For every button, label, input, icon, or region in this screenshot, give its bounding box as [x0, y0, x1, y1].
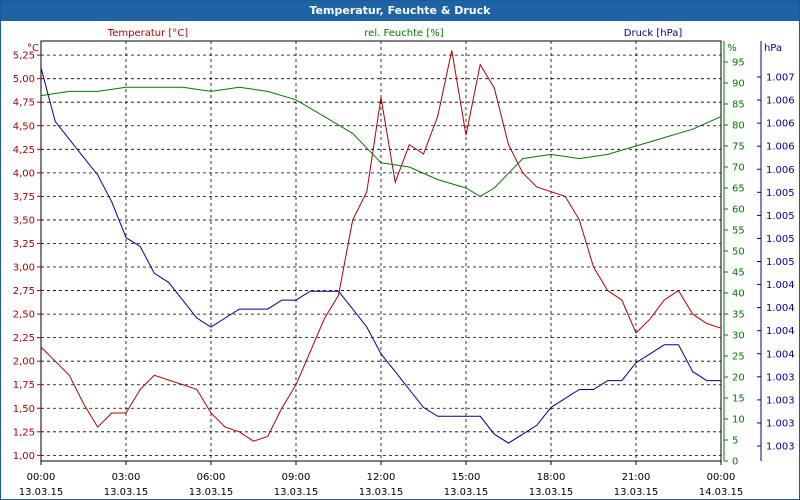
humidity-tick-label: 95: [732, 58, 745, 69]
pressure-tick-label: 1.004: [766, 326, 795, 337]
temperature-tick-label: 4,00: [13, 168, 35, 179]
x-tick-label-date: 13.03.15: [104, 487, 149, 498]
pressure-tick-label: 1.004: [766, 303, 795, 314]
x-tick-label-time: 00:00: [707, 472, 736, 483]
temperature-tick-label: 5,25: [13, 51, 35, 62]
temperature-tick-label: 4,75: [13, 98, 35, 109]
pressure-tick-label: 1.005: [766, 257, 795, 268]
temperature-tick-label: 4,50: [13, 121, 35, 132]
temperature-tick-label: 3,25: [13, 239, 35, 250]
pressure-tick-label: 1.006: [766, 96, 795, 107]
x-tick-label-date: 13.03.15: [274, 487, 319, 498]
x-tick-label-time: 18:00: [537, 472, 566, 483]
pressure-tick-label: 1.003: [766, 395, 795, 406]
x-tick-label-date: 13.03.15: [19, 487, 64, 498]
pressure-tick-label: 1.003: [766, 418, 795, 429]
temperature-tick-label: 2,25: [13, 333, 35, 344]
humidity-unit-label: %: [727, 43, 737, 54]
pressure-axis-label: Druck [hPa]: [624, 28, 683, 39]
temperature-tick-label: 1,25: [13, 427, 35, 438]
x-tick-label-time: 06:00: [197, 472, 226, 483]
humidity-tick-label: 25: [732, 352, 745, 363]
x-tick-label-time: 15:00: [452, 472, 481, 483]
pressure-tick-label: 1.006: [766, 142, 795, 153]
temperature-unit-label: °C: [27, 43, 39, 54]
x-tick-label-date: 13.03.15: [529, 487, 574, 498]
pressure-line: [40, 67, 721, 444]
pressure-tick-label: 1.003: [766, 372, 795, 383]
humidity-tick-label: 75: [732, 142, 745, 153]
temperature-tick-label: 2,50: [13, 310, 35, 321]
pressure-tick-label: 1.005: [766, 234, 795, 245]
pressure-tick-label: 1.006: [766, 119, 795, 130]
pressure-unit-label: hPa: [764, 43, 782, 54]
x-tick-label-date: 13.03.15: [614, 487, 659, 498]
pressure-tick-label: 1.007: [766, 73, 795, 84]
humidity-tick-label: 15: [732, 394, 745, 405]
pressure-tick-label: 1.005: [766, 211, 795, 222]
x-tick-label-time: 09:00: [282, 472, 311, 483]
humidity-tick-label: 85: [732, 100, 745, 111]
pressure-tick-label: 1.004: [766, 349, 795, 360]
humidity-tick-label: 50: [732, 247, 745, 258]
x-tick-label-date: 13.03.15: [359, 487, 404, 498]
x-tick-label-date: 14.03.15: [699, 487, 744, 498]
temperature-tick-label: 1,00: [13, 451, 35, 462]
x-tick-label-time: 21:00: [622, 472, 651, 483]
humidity-tick-label: 30: [732, 331, 745, 342]
humidity-tick-label: 80: [732, 121, 745, 132]
temperature-tick-label: 3,50: [13, 215, 35, 226]
humidity-tick-label: 0: [732, 457, 738, 468]
temperature-tick-label: 1,75: [13, 380, 35, 391]
temperature-tick-label: 1,50: [13, 404, 35, 415]
humidity-tick-label: 10: [732, 415, 745, 426]
pressure-tick-label: 1.004: [766, 280, 795, 291]
x-tick-label-time: 03:00: [112, 472, 141, 483]
humidity-tick-label: 5: [732, 436, 738, 447]
temperature-tick-label: 5,00: [13, 74, 35, 85]
temperature-tick-label: 3,75: [13, 192, 35, 203]
humidity-tick-label: 70: [732, 163, 745, 174]
humidity-tick-label: 35: [732, 310, 745, 321]
humidity-tick-label: 65: [732, 184, 745, 195]
humidity-tick-label: 20: [732, 373, 745, 384]
humidity-tick-label: 40: [732, 289, 745, 300]
x-tick-label-time: 12:00: [367, 472, 396, 483]
humidity-tick-label: 60: [732, 205, 745, 216]
pressure-tick-label: 1.003: [766, 442, 795, 453]
pressure-tick-label: 1.006: [766, 165, 795, 176]
temperature-line: [40, 50, 722, 442]
temperature-tick-label: 2,75: [13, 286, 35, 297]
x-tick-label-time: 00:00: [27, 472, 56, 483]
x-tick-label-date: 13.03.15: [444, 487, 489, 498]
humidity-tick-label: 90: [732, 79, 745, 90]
humidity-tick-label: 55: [732, 226, 745, 237]
temperature-tick-label: 2,00: [13, 357, 35, 368]
window-title: Temperatur, Feuchte & Druck: [1, 1, 799, 21]
x-tick-label-date: 13.03.15: [189, 487, 234, 498]
humidity-tick-label: 45: [732, 268, 745, 279]
humidity-axis-label: rel. Feuchte [%]: [364, 28, 443, 39]
pressure-tick-label: 1.005: [766, 188, 795, 199]
temperature-tick-label: 3,00: [13, 263, 35, 274]
temperature-tick-label: 4,25: [13, 145, 35, 156]
humidity-line: [40, 86, 722, 197]
temperature-axis-label: Temperatur [°C]: [107, 28, 188, 39]
